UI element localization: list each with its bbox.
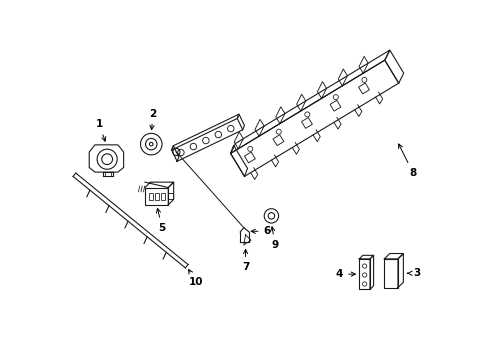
Text: 3: 3	[407, 268, 420, 278]
Text: 8: 8	[398, 144, 416, 178]
Bar	[148, 193, 152, 200]
Text: 1: 1	[96, 120, 105, 141]
Text: 4: 4	[335, 269, 355, 279]
Text: 10: 10	[188, 270, 203, 287]
Bar	[155, 193, 159, 200]
Bar	[168, 193, 173, 199]
Bar	[144, 188, 168, 205]
Bar	[359, 259, 369, 289]
Text: 2: 2	[149, 109, 156, 130]
Text: 9: 9	[270, 227, 278, 249]
Text: 5: 5	[156, 208, 165, 233]
Bar	[161, 193, 165, 200]
Text: 7: 7	[242, 249, 249, 272]
Bar	[384, 259, 397, 288]
Text: 6: 6	[251, 226, 270, 236]
